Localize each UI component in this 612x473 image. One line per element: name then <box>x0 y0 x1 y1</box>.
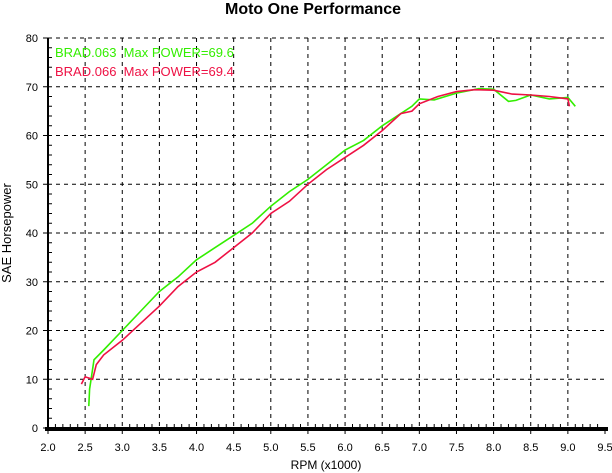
x-tick-label: 2.0 <box>40 442 55 454</box>
x-tick-label: 6.0 <box>337 442 352 454</box>
x-tick-label: 5.5 <box>300 442 315 454</box>
x-axis-label: RPM (x1000) <box>291 458 362 472</box>
x-tick-label: 7.0 <box>412 442 427 454</box>
y-tick-label: 80 <box>26 33 38 45</box>
x-tick-label: 4.0 <box>189 442 204 454</box>
x-tick-label: 3.0 <box>115 442 130 454</box>
x-tick-label: 2.5 <box>77 442 92 454</box>
x-tick-label: 9.0 <box>560 442 575 454</box>
y-tick-label: 70 <box>26 82 38 94</box>
x-tick-label: 7.5 <box>449 442 464 454</box>
legend-entry: BRAD.063 Max POWER=69.6 <box>55 45 234 60</box>
y-tick-label: 40 <box>26 228 38 240</box>
chart-title: Moto One Performance <box>225 1 401 18</box>
y-tick-label: 30 <box>26 277 38 289</box>
y-axis-label: SAE Horsepower <box>0 182 14 282</box>
x-tick-label: 6.5 <box>375 442 390 454</box>
x-tick-label: 5.0 <box>263 442 278 454</box>
y-tick-label: 10 <box>26 374 38 386</box>
y-tick-label: 60 <box>26 131 38 143</box>
x-tick-label: 3.5 <box>152 442 167 454</box>
x-tick-label: 8.0 <box>486 442 501 454</box>
y-tick-label: 20 <box>26 326 38 338</box>
series-line-brad-063 <box>88 87 576 407</box>
y-tick-label: 0 <box>32 423 38 435</box>
y-tick-label: 50 <box>26 179 38 191</box>
x-tick-label: 4.5 <box>226 442 241 454</box>
legend-entry: BRAD.066 Max POWER=69.4 <box>55 64 234 79</box>
x-tick-label: 8.5 <box>523 442 538 454</box>
x-tick-label: 9.5 <box>597 442 612 454</box>
series-line-brad-066 <box>80 88 571 385</box>
